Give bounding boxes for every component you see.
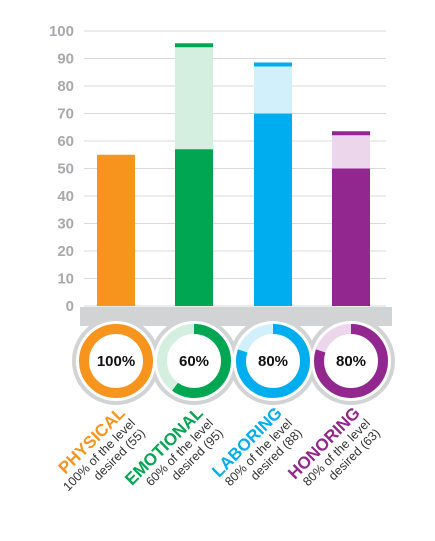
- y-tick-label: 20: [57, 243, 74, 260]
- y-axis-ticks: 0 10 20 30 40 50 60 70 80 90 100: [49, 23, 74, 315]
- bar-desired-gap: [254, 64, 292, 114]
- donut-percent-label: 60%: [179, 353, 209, 370]
- donut-honoring: 80%: [314, 324, 388, 398]
- donut-emotional: 60%: [157, 324, 231, 398]
- y-tick-label: 30: [57, 216, 74, 233]
- bar-desired-cap: [254, 62, 292, 67]
- bar-actual: [175, 149, 213, 306]
- bar-laboring: [254, 62, 292, 306]
- y-tick-label: 80: [57, 78, 74, 95]
- bar-emotional: [175, 43, 213, 306]
- y-tick-label: 40: [57, 188, 74, 205]
- donut-percent-label: 80%: [258, 353, 288, 370]
- bar-desired-gap: [332, 132, 370, 169]
- y-tick-label: 90: [57, 51, 74, 68]
- bar-actual: [254, 113, 292, 306]
- y-tick-label: 0: [66, 298, 74, 315]
- y-tick-label: 70: [57, 106, 74, 123]
- bar-desired-gap: [175, 44, 213, 150]
- bars: [97, 43, 370, 306]
- y-tick-label: 50: [57, 161, 74, 178]
- donut-arc: [157, 324, 231, 398]
- donut-laboring: 80%: [236, 324, 310, 398]
- bar-actual: [332, 168, 370, 306]
- donut-physical: 100%: [79, 324, 153, 398]
- bar-actual: [97, 154, 135, 306]
- donut-arc: [79, 324, 153, 398]
- donut-percent-label: 80%: [336, 353, 366, 370]
- bar-honoring: [332, 131, 370, 306]
- y-tick-label: 60: [57, 133, 74, 150]
- bar-physical: [97, 154, 135, 306]
- donut-arc: [236, 324, 310, 398]
- donut-percent-label: 100%: [97, 353, 135, 370]
- bar-desired-cap: [175, 43, 213, 48]
- band-strip: [80, 307, 392, 326]
- donuts: 100% 60% 80% 80%: [79, 324, 388, 398]
- donut-arc: [314, 324, 388, 398]
- y-tick-label: 100: [49, 23, 74, 40]
- bar-desired-cap: [332, 131, 370, 136]
- y-tick-label: 10: [57, 271, 74, 288]
